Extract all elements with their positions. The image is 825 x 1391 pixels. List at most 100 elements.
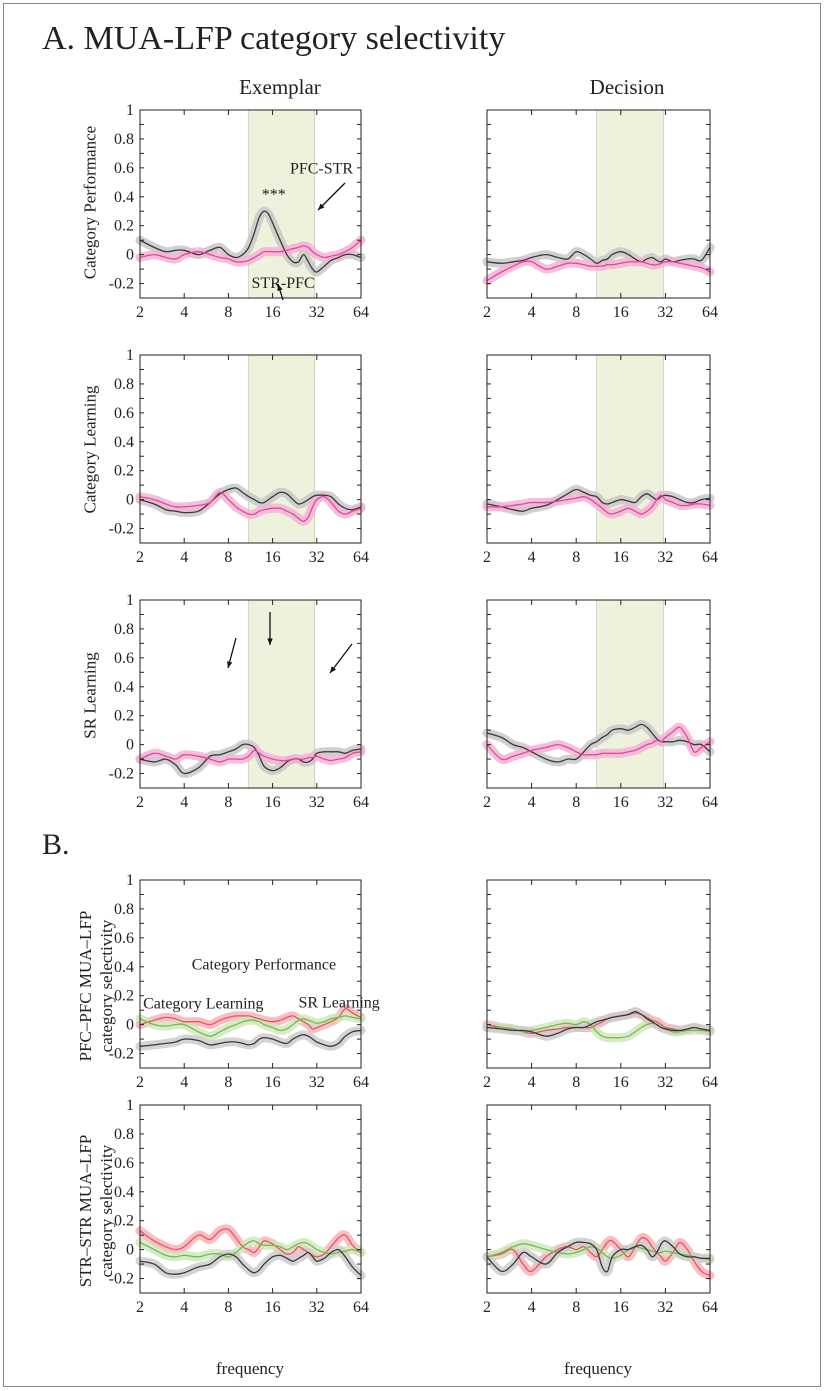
x-tick-label: 16 [613,794,629,811]
axes-frame [486,599,711,789]
annotation-arrowhead [277,284,283,291]
x-tick-label: 64 [702,1299,718,1316]
x-tick-label: 4 [528,794,536,811]
axes-frame [139,109,362,299]
x-tick-label: 2 [136,1299,144,1316]
highlight-band [248,109,316,299]
series-line-1 [486,1021,711,1039]
x-tick-label: 16 [613,1074,629,1091]
x-tick-label: 32 [309,549,325,566]
series-line-0 [486,488,711,512]
y-tick-label: 0 [126,492,134,509]
x-tick-label: 64 [702,794,718,811]
x-tick-label: 32 [309,794,325,811]
series-line-2 [486,1010,711,1037]
x-tick-label: 8 [572,304,580,321]
y-tick-label: 0 [126,1017,134,1034]
series-line-0 [139,210,362,273]
y-tick-label: 0.2 [114,463,134,480]
x-tick-label: 32 [309,304,325,321]
x-tick-label: 2 [483,1299,491,1316]
y-tick-label: 0.6 [114,930,134,947]
highlight-band [596,109,664,299]
panel-a-exemplar-srlearn: 2 4 8 16 32 64 1 0.8 0.6 0.4 0.2 0 -0.2 [109,592,369,811]
axes-frame [139,1104,362,1294]
figure-frame [3,3,821,1387]
x-tick-label: 64 [353,549,369,566]
x-axis-label-right: frequency [564,1359,632,1378]
series-line-0 [139,1007,362,1030]
annotation-1: PFC-STR [290,161,353,178]
x-tick-label: 8 [572,1299,580,1316]
x-tick-label: 64 [353,304,369,321]
annotation-2: SR Learning [298,994,379,1011]
x-tick-label: 4 [180,794,188,811]
y-tick-label: 0.4 [114,679,134,696]
x-tick-label: 2 [136,794,144,811]
series-line-1 [139,491,362,522]
axes-frame [486,1104,711,1294]
x-tick-label: 2 [483,304,491,321]
y-tick-label: 0.2 [114,988,134,1005]
x-tick-label: 8 [224,1299,232,1316]
x-tick-label: 2 [136,304,144,321]
x-tick-label: 4 [180,1299,188,1316]
series-line-2 [139,1029,362,1047]
series-line-1 [486,726,711,761]
plot-area [140,880,361,1068]
panel-a-exemplar-catperf: 2 4 8 16 32 64 1 0.8 0.6 0.4 0.2 0 -0.2 ***PFC-STR STR… [109,102,369,321]
x-tick-label: 32 [657,1074,673,1091]
x-tick-label: 16 [265,1299,281,1316]
panel-a-decision-catperf: 2 4 8 16 32 64 [482,109,718,321]
x-tick-label: 4 [528,549,536,566]
y-tick-label: -0.2 [109,1046,134,1063]
x-tick-label: 16 [265,549,281,566]
plot-area [140,1105,361,1293]
y-tick-label: 0.2 [114,708,134,725]
panel-a-exemplar-catlearn: 2 4 8 16 32 64 1 0.8 0.6 0.4 0.2 0 -0.2 [109,347,369,566]
series-line-2 [486,1240,711,1273]
y-tick-label: 0.6 [114,650,134,667]
x-tick-label: 32 [657,1299,673,1316]
y-tick-label: 0.2 [114,218,134,235]
x-tick-label: 64 [353,1074,369,1091]
y-tick-label: 0 [126,247,134,264]
y-tick-label: 1 [126,872,134,889]
axes-frame [486,879,711,1069]
annotation-arrowhead [267,638,273,645]
section-b-title: B. [42,828,70,861]
series-line-0 [139,1228,362,1258]
x-tick-label: 16 [613,549,629,566]
annotation-2: STR-PFC [252,275,315,292]
series-line-1 [139,1015,362,1037]
annotation-0: *** [262,187,286,204]
series-line-1 [486,260,711,282]
y-tick-label: 0.4 [114,434,134,451]
annotation-arrowhead [318,203,325,210]
x-tick-label: 4 [528,1299,536,1316]
x-tick-label: 16 [265,794,281,811]
series-line-0 [139,743,362,775]
x-tick-label: 8 [224,794,232,811]
x-tick-label: 16 [613,1299,629,1316]
x-tick-label: 64 [353,1299,369,1316]
x-axis-label-left: frequency [216,1359,284,1378]
x-tick-label: 4 [528,304,536,321]
annotation-1: Category Learning [143,996,263,1013]
axes-frame [139,599,362,789]
y-tick-label: 0.4 [114,1184,134,1201]
y-tick-label: 1 [126,102,134,119]
x-tick-label: 64 [702,549,718,566]
y-tick-label: -0.2 [109,521,134,538]
annotation-0: Category Performance [192,957,336,974]
x-tick-label: 32 [309,1299,325,1316]
series-line-0 [139,487,362,514]
x-tick-label: 4 [180,1074,188,1091]
series-line-1 [486,494,711,515]
column-title-exemplar: Exemplar [239,75,321,99]
y-tick-label: 1 [126,1097,134,1114]
axes-frame [139,879,362,1069]
y-tick-label: 0.4 [114,189,134,206]
x-tick-label: 4 [180,549,188,566]
